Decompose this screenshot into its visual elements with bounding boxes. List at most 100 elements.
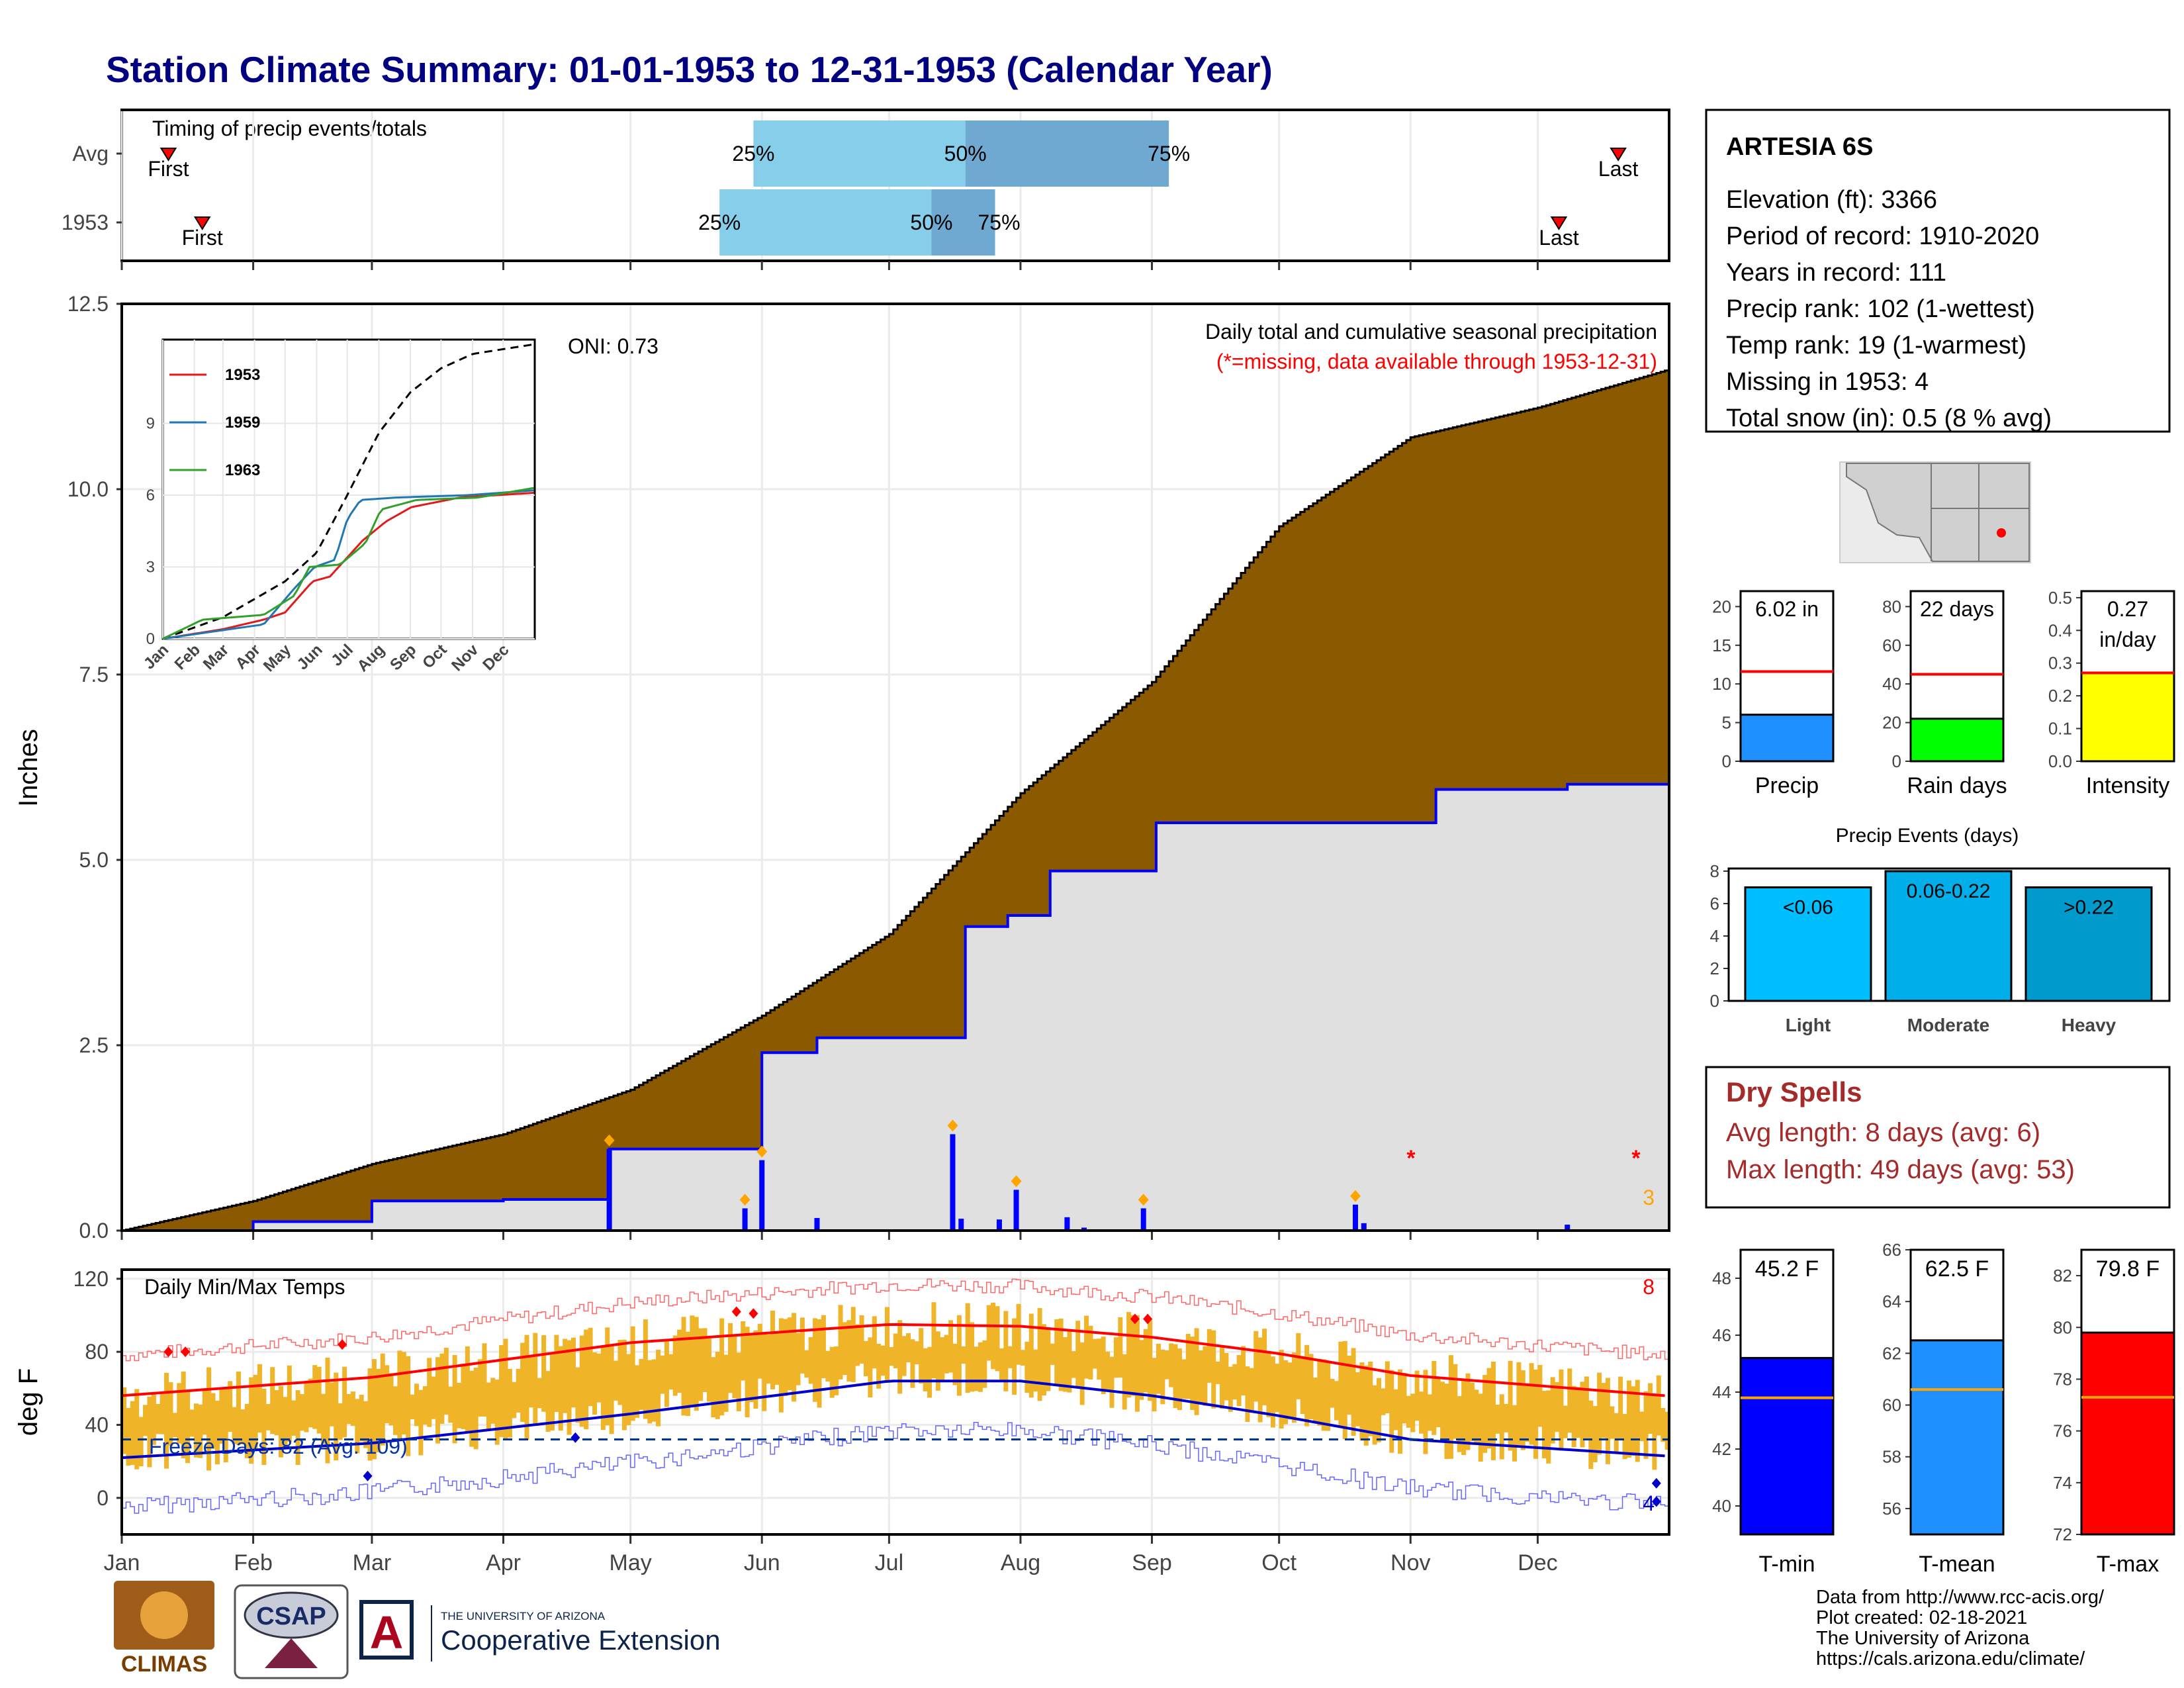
daily-temp-bar — [799, 1317, 805, 1374]
daily-temp-bar — [999, 1348, 1004, 1380]
daily-temp-bar — [329, 1382, 334, 1427]
daily-temp-bar — [1432, 1361, 1437, 1435]
daily-temp-bar — [202, 1389, 207, 1435]
events-title: Precip Events (days) — [1836, 825, 2019, 847]
daily-temp-bar — [952, 1343, 958, 1385]
big-event-marker — [947, 1119, 958, 1132]
daily-temp-bar — [893, 1333, 898, 1369]
daily-temp-bar — [1355, 1372, 1360, 1427]
daily-temp-bar — [1402, 1373, 1407, 1424]
timing-title: Timing of precip events/totals — [152, 117, 427, 140]
daily-temp-bar — [1169, 1343, 1174, 1387]
timing-iqr-lower — [719, 189, 932, 256]
daily-temp-bar — [1469, 1382, 1475, 1442]
daily-temp-bar — [1529, 1363, 1534, 1445]
daily-temp-bar — [1626, 1380, 1631, 1458]
mini-bar-ytick-label: 0.3 — [2048, 653, 2072, 673]
mini-bar-value — [1909, 718, 2005, 763]
daily-temp-bar — [261, 1388, 267, 1466]
daily-precip-bar — [950, 1134, 956, 1231]
first-event-label: First — [148, 157, 189, 181]
temp-bar-ytick-label: 58 — [1882, 1447, 1901, 1467]
daily-temp-bar — [465, 1346, 470, 1432]
daily-temp-bar — [257, 1364, 262, 1433]
daily-temp-bar — [868, 1337, 873, 1397]
daily-temp-bar — [1236, 1355, 1242, 1407]
daily-temp-bar — [630, 1326, 635, 1421]
daily-temp-bar — [825, 1350, 831, 1382]
daily-temp-bar — [279, 1385, 284, 1458]
daily-temp-bar — [1173, 1344, 1178, 1409]
daily-temp-bar — [1389, 1370, 1394, 1453]
daily-temp-bar — [1499, 1394, 1504, 1460]
daily-temp-bar — [745, 1327, 750, 1418]
daily-temp-bar — [1134, 1315, 1140, 1412]
daily-temp-bar — [974, 1346, 979, 1391]
first-event-label: First — [182, 226, 223, 250]
record-low-marker — [570, 1432, 580, 1443]
mini-bar-ytick-label: 15 — [1712, 635, 1731, 655]
daily-temp-bar — [452, 1355, 457, 1444]
daily-temp-bar — [198, 1404, 203, 1458]
daily-temp-bar — [1377, 1378, 1382, 1442]
daily-temp-bar — [1453, 1364, 1458, 1439]
daily-temp-bar — [834, 1346, 839, 1395]
daily-temp-bar — [986, 1305, 991, 1361]
ua-logo: A THE UNIVERSITY OF ARIZONA Cooperative … — [359, 1600, 721, 1662]
daily-temp-bar — [1270, 1356, 1275, 1428]
daily-temp-bar — [1148, 1319, 1153, 1401]
daily-temp-bar — [605, 1327, 610, 1426]
daily-temp-bar — [690, 1315, 695, 1406]
map-state-border — [1931, 463, 2029, 561]
daily-temp-bar — [401, 1352, 406, 1435]
daily-temp-bar — [1537, 1364, 1543, 1427]
record-high-marker — [731, 1306, 741, 1317]
month-label: Dec — [1518, 1550, 1557, 1575]
daily-temp-bar — [723, 1354, 729, 1412]
daily-temp-bar — [651, 1359, 657, 1422]
temp-bar-ytick-label: 42 — [1712, 1439, 1731, 1459]
daily-temp-bar — [1190, 1336, 1195, 1410]
events-bar — [1744, 886, 1872, 1002]
first-event-marker — [159, 148, 177, 162]
station-name: ARTESIA 6S — [1726, 133, 1873, 161]
daily-temp-bar — [151, 1394, 156, 1445]
daily-temp-bar — [164, 1372, 169, 1469]
daily-temp-bar — [1406, 1395, 1411, 1428]
precip-border — [120, 303, 1670, 1232]
temp-bar-ytick-label: 48 — [1712, 1268, 1731, 1288]
daily-temp-bar — [1631, 1386, 1636, 1456]
daily-temp-bar — [1097, 1338, 1102, 1380]
mini-bar-ytick-label: 0.5 — [2048, 588, 2072, 608]
daily-temp-bar — [537, 1378, 542, 1409]
timing-iqr-upper — [965, 120, 1169, 187]
daily-temp-bar — [783, 1319, 788, 1396]
record-low-marker — [1651, 1477, 1661, 1489]
daily-temp-bar — [1359, 1362, 1365, 1441]
daily-temp-bar — [1245, 1366, 1250, 1422]
daily-temp-bar — [439, 1353, 445, 1424]
temp-bar-ytick-label: 66 — [1882, 1240, 1901, 1260]
daily-temp-bar — [1478, 1393, 1483, 1462]
daily-temp-bar — [1206, 1329, 1212, 1383]
mini-bar-value-label: 6.02 in — [1755, 597, 1819, 621]
last-event-marker — [1610, 148, 1627, 162]
daily-temp-bar — [478, 1359, 483, 1417]
daily-temp-bar — [1457, 1396, 1462, 1452]
mini-bar-ytick-label: 0.2 — [2048, 686, 2072, 706]
daily-temp-bar — [579, 1335, 584, 1427]
daily-temp-bar — [1232, 1364, 1238, 1400]
daily-temp-bar — [1592, 1405, 1598, 1463]
daily-temp-bar — [528, 1357, 533, 1408]
inset-ytick-label: 9 — [146, 415, 155, 433]
daily-temp-bar — [1266, 1353, 1271, 1417]
daily-temp-bar — [367, 1368, 373, 1461]
daily-temp-bar — [304, 1383, 309, 1432]
daily-temp-bar — [1576, 1387, 1581, 1438]
precip-ytick-label: 10.0 — [68, 477, 109, 501]
daily-temp-bar — [647, 1360, 653, 1424]
daily-temp-bar — [388, 1373, 394, 1426]
daily-temp-bar — [338, 1403, 343, 1440]
daily-temp-bar — [1444, 1383, 1449, 1460]
daily-temp-bar — [694, 1317, 699, 1411]
